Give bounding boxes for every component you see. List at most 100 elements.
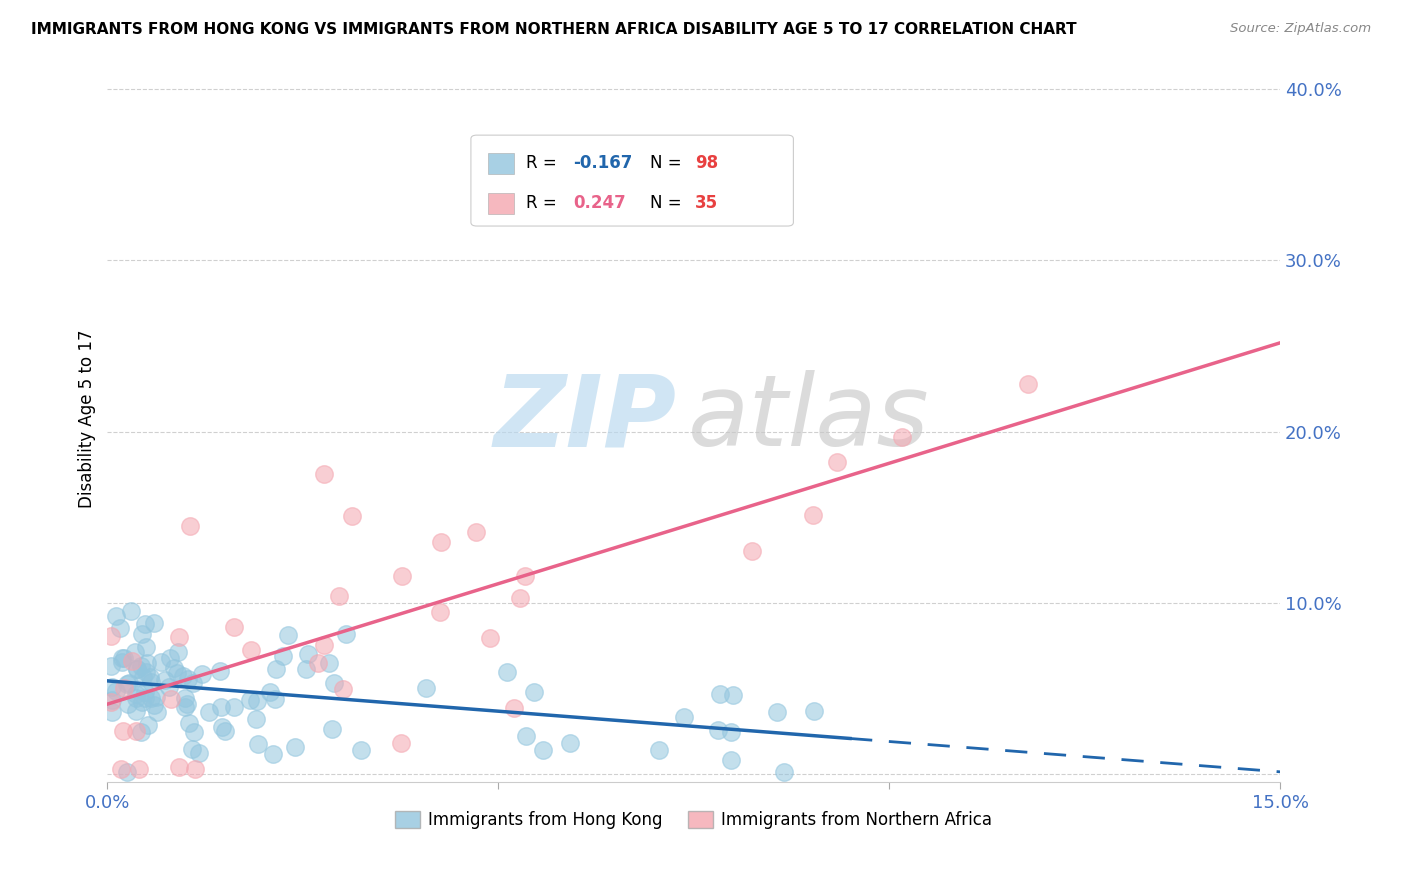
Point [179, 518, 201, 533]
Point [115, 765, 138, 780]
Point [259, 684, 281, 698]
Point [803, 704, 825, 718]
Point [523, 685, 546, 699]
Point [187, 747, 209, 761]
Point [134, 691, 156, 706]
Point [246, 694, 269, 708]
Point [104, 683, 127, 698]
Point [262, 747, 284, 761]
Text: R =: R = [526, 194, 562, 212]
Point [176, 697, 198, 711]
Point [318, 656, 340, 670]
Point [391, 569, 413, 583]
Point [172, 669, 194, 683]
Point [101, 693, 124, 707]
Point [157, 680, 180, 694]
Point [496, 665, 519, 680]
Text: ZIP: ZIP [494, 370, 676, 467]
Point [181, 676, 204, 690]
Point [246, 737, 269, 751]
Point [209, 665, 232, 679]
Point [125, 705, 148, 719]
Point [167, 645, 190, 659]
Text: -0.167: -0.167 [572, 154, 633, 172]
Point [125, 691, 148, 706]
Point [111, 651, 134, 665]
Y-axis label: Disability Age 5 to 17: Disability Age 5 to 17 [79, 329, 96, 508]
Point [430, 534, 453, 549]
Point [149, 655, 172, 669]
Point [177, 672, 200, 686]
Point [134, 616, 156, 631]
Point [108, 621, 131, 635]
Point [124, 645, 146, 659]
Point [167, 630, 190, 644]
FancyBboxPatch shape [471, 135, 793, 226]
Point [890, 429, 912, 443]
Point [332, 682, 354, 697]
Point [328, 589, 350, 603]
Point [273, 648, 295, 663]
Point [707, 723, 730, 737]
Point [153, 673, 176, 687]
Point [191, 667, 214, 681]
Point [222, 700, 245, 714]
Point [131, 695, 153, 709]
Point [125, 662, 148, 676]
Point [125, 724, 148, 739]
Point [135, 665, 157, 680]
Point [509, 591, 531, 605]
Point [531, 742, 554, 756]
Point [112, 681, 135, 695]
Point [648, 743, 671, 757]
Point [100, 705, 122, 719]
Point [160, 692, 183, 706]
Text: 98: 98 [695, 154, 718, 172]
Point [105, 609, 128, 624]
Point [198, 705, 221, 719]
Point [515, 569, 537, 583]
Point [263, 692, 285, 706]
Point [174, 699, 197, 714]
Point [245, 712, 267, 726]
Point [120, 604, 142, 618]
Point [110, 762, 132, 776]
Point [127, 662, 149, 676]
Point [1017, 376, 1039, 391]
Point [720, 725, 742, 739]
Point [138, 670, 160, 684]
Point [100, 629, 122, 643]
Point [312, 638, 335, 652]
Point [139, 690, 162, 705]
Point [321, 722, 343, 736]
Point [709, 687, 731, 701]
Point [211, 720, 233, 734]
Point [429, 605, 451, 619]
Point [284, 740, 307, 755]
Point [135, 657, 157, 671]
Point [131, 626, 153, 640]
Point [766, 705, 789, 719]
Point [174, 691, 197, 706]
Point [136, 718, 159, 732]
Text: atlas: atlas [688, 370, 929, 467]
Point [125, 687, 148, 701]
Point [112, 650, 135, 665]
Point [183, 725, 205, 739]
Point [503, 701, 526, 715]
Point [146, 706, 169, 720]
Point [741, 543, 763, 558]
Point [801, 508, 824, 522]
Point [389, 736, 412, 750]
Point [166, 665, 188, 680]
Point [163, 661, 186, 675]
Point [117, 677, 139, 691]
Point [145, 690, 167, 704]
Point [142, 616, 165, 631]
Point [121, 654, 143, 668]
Point [277, 628, 299, 642]
Point [117, 698, 139, 712]
Point [350, 743, 373, 757]
Point [340, 508, 363, 523]
Text: IMMIGRANTS FROM HONG KONG VS IMMIGRANTS FROM NORTHERN AFRICA DISABILITY AGE 5 TO: IMMIGRANTS FROM HONG KONG VS IMMIGRANTS … [31, 22, 1077, 37]
